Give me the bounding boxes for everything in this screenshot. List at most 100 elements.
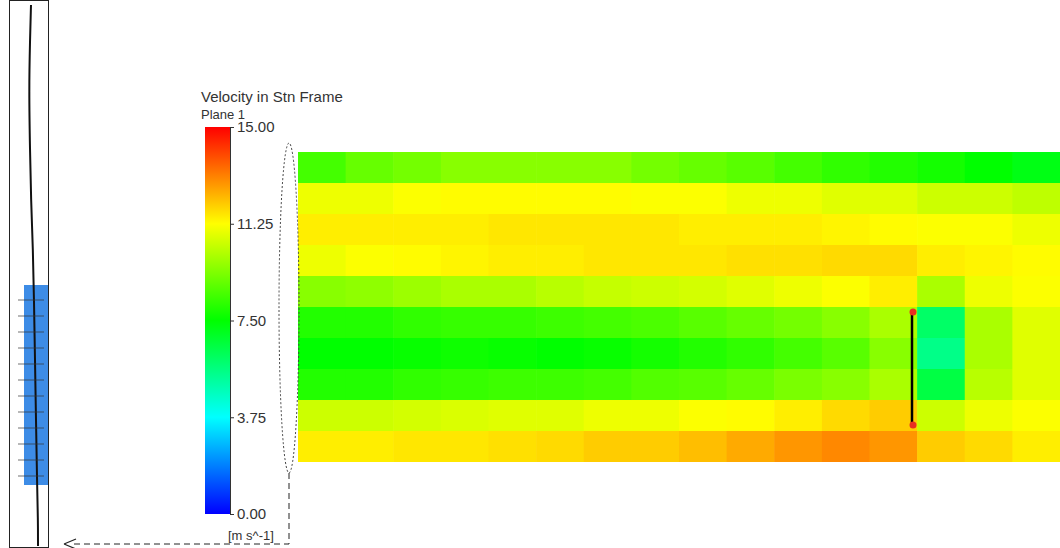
cell — [441, 245, 489, 277]
blade-tip — [910, 309, 917, 316]
cell — [393, 307, 441, 339]
cell — [679, 400, 727, 432]
cell — [870, 276, 918, 308]
cell — [822, 400, 870, 432]
cell — [536, 245, 584, 277]
inset-arrow — [18, 316, 44, 317]
cell — [441, 276, 489, 308]
cell — [679, 338, 727, 370]
cell — [441, 431, 489, 462]
cell — [822, 276, 870, 308]
cell — [822, 369, 870, 401]
cell — [822, 338, 870, 370]
cell — [1012, 338, 1060, 370]
cell — [727, 214, 775, 246]
tick-mark — [230, 127, 234, 128]
colorbar-axis: 0.003.757.5011.2515.00 — [230, 118, 275, 522]
cell — [917, 338, 965, 370]
cell — [298, 338, 346, 370]
cell — [917, 183, 965, 215]
cell — [489, 431, 537, 462]
cell — [870, 338, 918, 370]
cell — [917, 431, 965, 462]
cell — [441, 400, 489, 432]
cell — [489, 245, 537, 277]
colorbar-axis-line — [231, 128, 235, 515]
cell — [441, 369, 489, 401]
cell — [584, 276, 632, 308]
cell — [727, 183, 775, 215]
tick-mark — [230, 514, 234, 515]
cell — [393, 214, 441, 246]
cell — [1012, 400, 1060, 432]
cell — [584, 307, 632, 339]
cell — [631, 152, 679, 184]
cell — [917, 214, 965, 246]
cell — [774, 338, 822, 370]
cell — [679, 183, 727, 215]
cell — [679, 431, 727, 462]
cell — [774, 214, 822, 246]
cell — [298, 152, 346, 184]
cell — [298, 183, 346, 215]
cell — [631, 183, 679, 215]
cell — [298, 431, 346, 462]
cell — [822, 152, 870, 184]
cell — [346, 431, 394, 462]
cell — [536, 214, 584, 246]
cell — [441, 183, 489, 215]
cell — [536, 369, 584, 401]
cell — [1012, 214, 1060, 246]
cell — [393, 431, 441, 462]
cell — [727, 245, 775, 277]
cell — [679, 369, 727, 401]
cell — [727, 276, 775, 308]
cell — [536, 276, 584, 308]
cell — [727, 307, 775, 339]
cell — [393, 245, 441, 277]
cell — [584, 152, 632, 184]
cell — [536, 431, 584, 462]
tick-mark — [230, 224, 234, 225]
cell — [870, 245, 918, 277]
cell — [1012, 245, 1060, 277]
cell — [346, 369, 394, 401]
cell — [727, 369, 775, 401]
tick-label: 7.50 — [237, 312, 266, 329]
cell — [679, 245, 727, 277]
cell — [870, 183, 918, 215]
cell — [965, 183, 1013, 215]
cell — [346, 214, 394, 246]
cell — [441, 152, 489, 184]
cell — [346, 307, 394, 339]
cell — [346, 245, 394, 277]
cell — [631, 276, 679, 308]
cell — [441, 214, 489, 246]
cell — [441, 307, 489, 339]
cell — [1012, 369, 1060, 401]
cell — [346, 183, 394, 215]
cell — [631, 214, 679, 246]
cell — [822, 431, 870, 462]
inset-frame — [10, 1, 49, 548]
cell — [822, 183, 870, 215]
cell — [917, 307, 965, 339]
cell — [584, 431, 632, 462]
cell — [584, 245, 632, 277]
cell — [393, 183, 441, 215]
cell — [631, 369, 679, 401]
subtitle: Plane 1 — [201, 107, 245, 122]
cell — [298, 307, 346, 339]
cell — [965, 152, 1013, 184]
cell — [536, 338, 584, 370]
cell — [727, 152, 775, 184]
tick-label: 11.25 — [237, 215, 273, 232]
cell — [489, 276, 537, 308]
inset-arrow — [18, 380, 44, 381]
blade — [910, 309, 917, 429]
cell — [870, 431, 918, 462]
cell — [870, 400, 918, 432]
cell — [774, 276, 822, 308]
inset-arrow — [18, 364, 44, 365]
inset-arrow — [18, 444, 44, 445]
